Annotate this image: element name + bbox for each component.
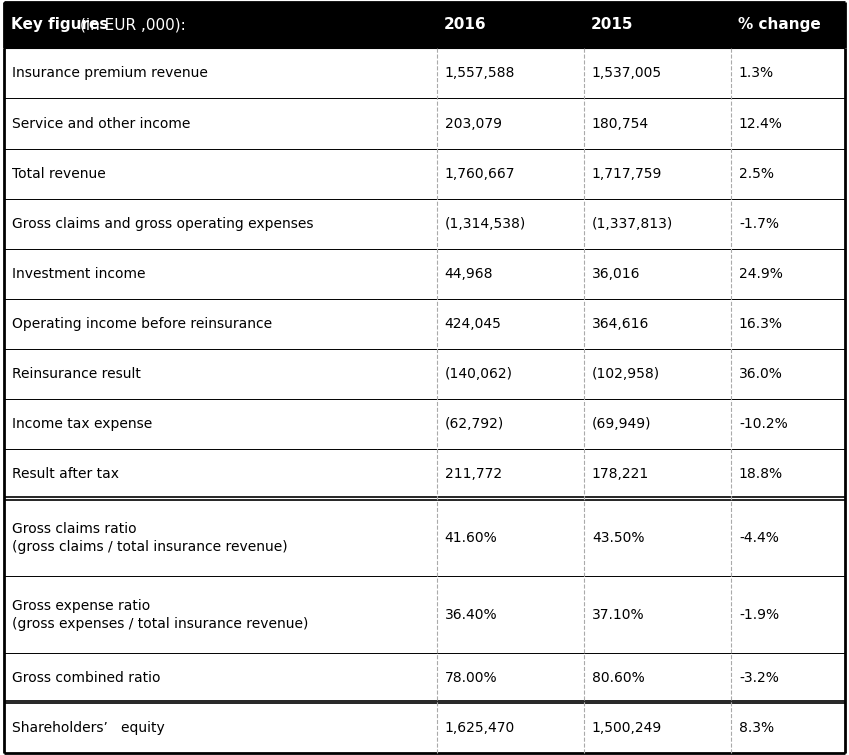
Text: 16.3%: 16.3% [739,317,783,331]
Text: Key figures: Key figures [11,17,114,32]
Text: 44,968: 44,968 [445,267,493,281]
Text: % change: % change [738,17,821,32]
Text: -1.7%: -1.7% [739,217,779,231]
Bar [4,249,845,299]
Bar [4,349,845,399]
Text: 1,537,005: 1,537,005 [592,66,662,80]
Text: 24.9%: 24.9% [739,267,783,281]
Bar [4,704,845,753]
Bar [4,449,845,500]
Text: 18.8%: 18.8% [739,467,783,482]
Text: -10.2%: -10.2% [739,418,788,431]
Bar [4,299,845,349]
Text: Result after tax: Result after tax [12,467,119,482]
Text: Investment income: Investment income [12,267,145,281]
Text: 2.5%: 2.5% [739,167,774,180]
Bar [4,48,845,98]
Text: 178,221: 178,221 [592,467,649,482]
Text: 1,500,249: 1,500,249 [592,722,662,735]
Text: Operating income before reinsurance: Operating income before reinsurance [12,317,272,331]
Text: Gross claims ratio
(gross claims / total insurance revenue): Gross claims ratio (gross claims / total… [12,522,288,554]
Text: 2015: 2015 [591,17,633,32]
Text: 36.40%: 36.40% [445,608,498,622]
Text: 80.60%: 80.60% [592,671,644,686]
Text: Gross expense ratio
(gross expenses / total insurance revenue): Gross expense ratio (gross expenses / to… [12,599,308,630]
Bar [4,576,845,653]
Bar [4,199,845,249]
Text: Gross combined ratio: Gross combined ratio [12,671,160,686]
Text: (62,792): (62,792) [445,418,504,431]
Bar [4,149,845,199]
Text: Shareholders’   equity: Shareholders’ equity [12,722,165,735]
Text: 36.0%: 36.0% [739,367,783,381]
Text: 203,079: 203,079 [445,116,502,131]
Text: 1,760,667: 1,760,667 [445,167,515,180]
Text: (140,062): (140,062) [445,367,513,381]
Text: 36,016: 36,016 [592,267,640,281]
Text: 1.3%: 1.3% [739,66,774,80]
Text: Total revenue: Total revenue [12,167,105,180]
Text: (1,314,538): (1,314,538) [445,217,526,231]
Text: 180,754: 180,754 [592,116,649,131]
Text: Service and other income: Service and other income [12,116,190,131]
Bar [4,500,845,576]
Text: 1,717,759: 1,717,759 [592,167,662,180]
Text: 43.50%: 43.50% [592,531,644,545]
Text: 364,616: 364,616 [592,317,649,331]
Text: (1,337,813): (1,337,813) [592,217,673,231]
Text: 8.3%: 8.3% [739,722,774,735]
Text: (in EUR ,000):: (in EUR ,000): [81,17,186,32]
Text: 1,557,588: 1,557,588 [445,66,515,80]
Text: 37.10%: 37.10% [592,608,644,622]
Text: 1,625,470: 1,625,470 [445,722,515,735]
Text: Income tax expense: Income tax expense [12,418,152,431]
Bar [4,653,845,704]
Text: -4.4%: -4.4% [739,531,779,545]
Text: -3.2%: -3.2% [739,671,779,686]
Bar [4,2,845,48]
Text: (69,949): (69,949) [592,418,651,431]
Text: (102,958): (102,958) [592,367,660,381]
Text: 78.00%: 78.00% [445,671,498,686]
Bar [4,399,845,449]
Bar [4,98,845,149]
Text: 2016: 2016 [444,17,486,32]
Text: 41.60%: 41.60% [445,531,498,545]
Text: 12.4%: 12.4% [739,116,783,131]
Text: Gross claims and gross operating expenses: Gross claims and gross operating expense… [12,217,313,231]
Text: 424,045: 424,045 [445,317,502,331]
Text: Insurance premium revenue: Insurance premium revenue [12,66,208,80]
Text: Reinsurance result: Reinsurance result [12,367,141,381]
Text: 211,772: 211,772 [445,467,502,482]
Text: -1.9%: -1.9% [739,608,779,622]
